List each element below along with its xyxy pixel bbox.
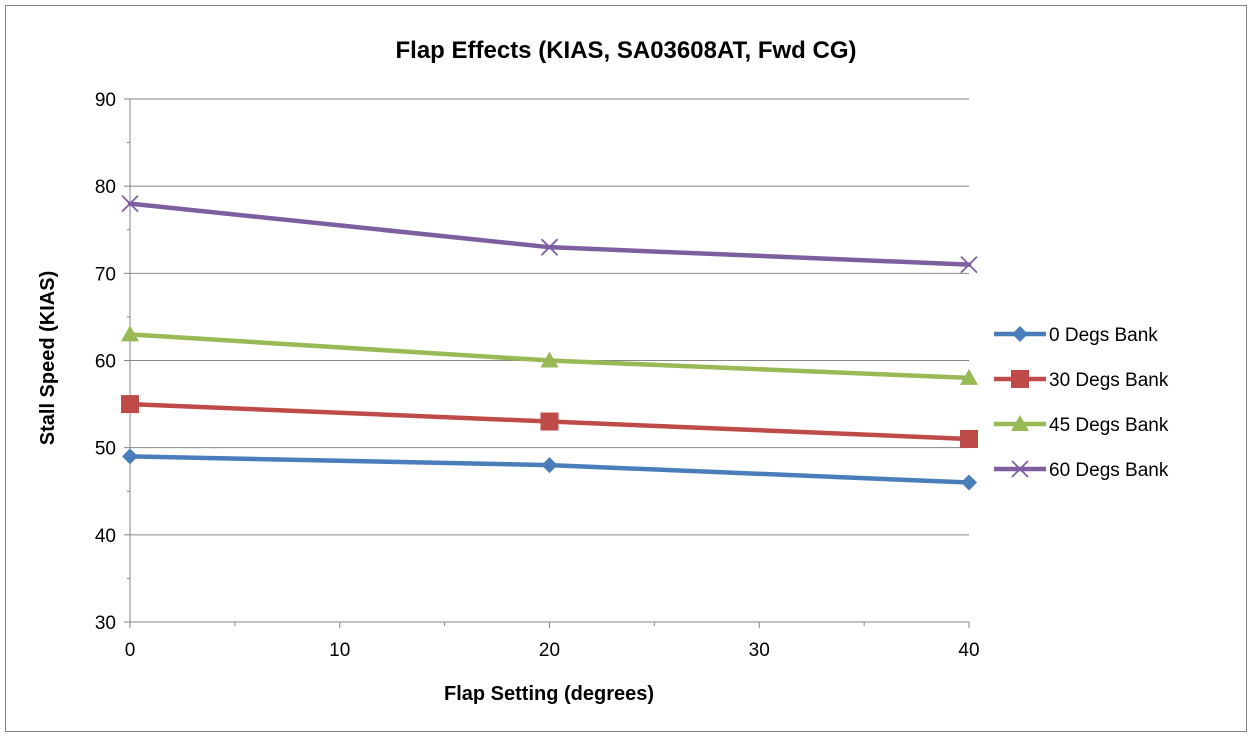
series-line [127,201,972,267]
series-3 [121,194,978,274]
data-point [540,238,559,256]
x-tick-label: 20 [539,640,560,661]
data-point [540,412,559,431]
marker-stroke [121,194,139,213]
chart-title: Flap Effects (KIAS, SA03608AT, Fwd CG) [396,37,857,64]
legend-label: 30 Degs Bank [1049,370,1169,391]
x-tick-label: 10 [329,640,350,661]
series-1 [121,395,978,448]
marker-stroke [960,255,978,274]
legend-marker [1011,460,1029,478]
data-point [961,474,977,491]
data-point [121,325,139,342]
marker-stroke [540,238,559,256]
y-tick-label: 60 [95,352,116,373]
data-point [960,255,978,274]
data-point [121,395,139,414]
legend-marker [1011,370,1029,388]
axes: 30 40 50 60 70 80 90 0 10 20 30 40 [95,90,980,661]
x-axis-title: Flap Setting (degrees) [444,683,654,705]
legend-label: 45 Degs Bank [1049,415,1169,436]
y-tick-label: 50 [95,439,116,460]
legend-marker [1011,415,1029,431]
line-chart: Flap Effects (KIAS, SA03608AT, Fwd CG) 3… [37,37,1169,705]
x-tick-label: 0 [125,640,136,661]
y-tick-label: 80 [95,177,116,198]
legend-entry: 60 Degs Bank [994,460,1169,481]
data-point [122,448,138,465]
data-point [960,429,978,448]
data-point [121,194,139,213]
data-point [541,457,558,474]
legend-label: 0 Degs Bank [1049,325,1158,346]
y-tick-label: 30 [95,613,116,634]
legend-entry: 45 Degs Bank [994,415,1169,436]
data-point [960,368,978,385]
series-0 [122,448,977,491]
y-tick-label: 90 [95,90,116,111]
legend-marker [1012,326,1028,342]
legend-label: 60 Degs Bank [1049,460,1169,481]
data-point [540,351,559,368]
series-lines [121,194,978,491]
legend-entry: 30 Degs Bank [994,370,1169,391]
series-2 [121,325,978,385]
chart-frame: Flap Effects (KIAS, SA03608AT, Fwd CG) 3… [5,5,1247,732]
legend: 0 Degs Bank 30 Degs Bank 45 Degs Bank 60 De… [994,325,1169,481]
x-tick-label: 40 [958,640,979,661]
marker-stroke [1011,460,1029,478]
y-tick-label: 40 [95,526,116,547]
y-tick-label: 70 [95,264,116,285]
x-tick-label: 30 [749,640,770,661]
y-axis-title: Stall Speed (KIAS) [37,271,59,445]
legend-entry: 0 Degs Bank [994,325,1158,346]
